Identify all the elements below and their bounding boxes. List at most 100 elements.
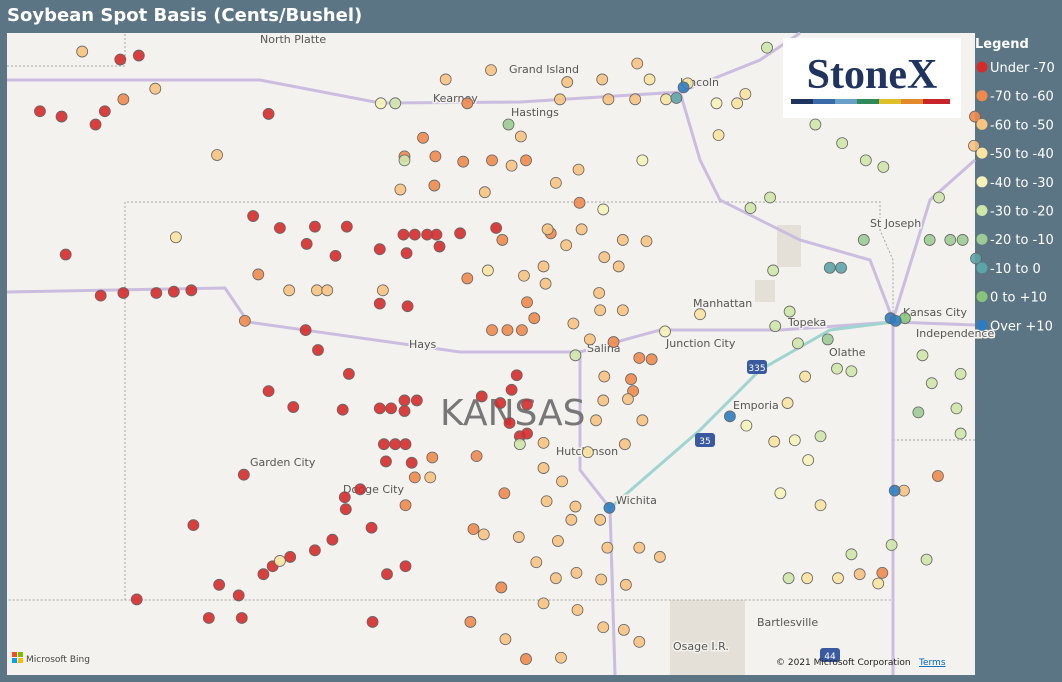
basis-point (461, 97, 474, 110)
basis-point (336, 403, 349, 416)
title: Soybean Spot Basis (Cents/Bushel) (7, 5, 362, 26)
basis-point (114, 53, 127, 66)
basis-point (510, 369, 523, 382)
basis-point (885, 539, 898, 551)
legend-swatch (976, 90, 988, 102)
basis-point (670, 92, 683, 104)
basis-point (653, 551, 666, 563)
basis-point (399, 560, 412, 573)
basis-point (503, 417, 516, 429)
basis-point (454, 227, 467, 240)
basis-point (620, 578, 632, 591)
points (34, 41, 982, 665)
legend-label: 0 to +10 (990, 291, 1047, 306)
basis-point (169, 231, 182, 244)
place-label: Manhattan (693, 297, 752, 310)
basis-point (55, 110, 68, 123)
basis-point (710, 97, 723, 110)
basis-point (187, 519, 200, 532)
shield (747, 360, 767, 374)
basis-point (530, 556, 543, 569)
basis-point (185, 284, 198, 297)
legend-swatch (976, 319, 988, 331)
basis-point (76, 45, 89, 58)
place-label: North Platte (260, 33, 326, 46)
basis-point (549, 176, 562, 189)
basis-point (744, 202, 757, 214)
basis-point (247, 210, 260, 222)
legend-swatch (976, 61, 988, 73)
basis-point (202, 612, 215, 624)
basis-point (405, 456, 418, 469)
basis-point (556, 475, 568, 488)
basis-point (408, 228, 421, 241)
basis-point (601, 541, 614, 554)
basis-point (853, 568, 866, 581)
basis-point (633, 541, 646, 554)
basis-point (389, 438, 402, 451)
legend-swatch (976, 205, 988, 216)
basis-point (59, 248, 72, 261)
place-label: Independence (916, 327, 994, 340)
basis-point (583, 333, 596, 346)
basis-point (342, 367, 355, 380)
basis-point (505, 159, 518, 172)
basis-point (567, 317, 580, 330)
ms-logo (12, 658, 17, 663)
basis-point (283, 284, 296, 297)
basis-point (394, 183, 407, 196)
basis-point (889, 314, 902, 327)
basis-point (380, 455, 392, 468)
terms-link[interactable]: Terms (918, 658, 946, 668)
basis-point (970, 252, 982, 265)
basis-point (299, 324, 312, 337)
road (578, 352, 617, 676)
land-patch (755, 280, 775, 302)
basis-point (607, 336, 620, 348)
basis-point (768, 435, 781, 448)
basis-point (549, 572, 562, 585)
ms-logo (18, 652, 23, 657)
place-label: Bartlesville (757, 616, 818, 629)
basis-point (284, 551, 297, 563)
legend: Under -70 -70 to -60 -60 to -50 -50 to -40 -… (976, 61, 1055, 334)
basis-point (486, 154, 498, 167)
basis-point (513, 438, 526, 451)
logo-box (783, 38, 961, 118)
map[interactable]: North Platte Grand Island Kearney Hastin… (6, 32, 996, 676)
basis-point (397, 228, 410, 241)
legend-label: -30 to -20 (990, 205, 1054, 220)
basis-point (326, 533, 339, 546)
basis-point (376, 284, 389, 297)
basis-point (211, 149, 223, 161)
shield (695, 433, 715, 447)
legend-title: Legend (975, 37, 1029, 52)
land-patch (670, 600, 745, 675)
basis-point (603, 501, 616, 514)
basis-point (636, 414, 649, 427)
basis-point (659, 325, 671, 338)
basis-point (117, 287, 130, 299)
basis-point (366, 616, 379, 628)
logo-bar (923, 99, 950, 104)
logo-bar (857, 99, 879, 104)
basis-point (569, 500, 582, 513)
basis-point (954, 367, 967, 380)
basis-point (398, 394, 411, 407)
basis-point (340, 220, 353, 233)
basis-point (541, 223, 554, 236)
basis-point (832, 572, 844, 585)
basis-point (501, 324, 514, 337)
basis-point (149, 82, 162, 95)
basis-point (410, 394, 423, 407)
place-label: Dodge City (343, 483, 404, 496)
basis-point (428, 179, 441, 192)
basis-point (309, 220, 321, 233)
basis-point (836, 137, 849, 149)
basis-point (739, 88, 752, 100)
road (678, 91, 895, 321)
basis-point (98, 105, 111, 118)
place-label: St Joseph (870, 217, 921, 230)
basis-point (430, 228, 443, 241)
